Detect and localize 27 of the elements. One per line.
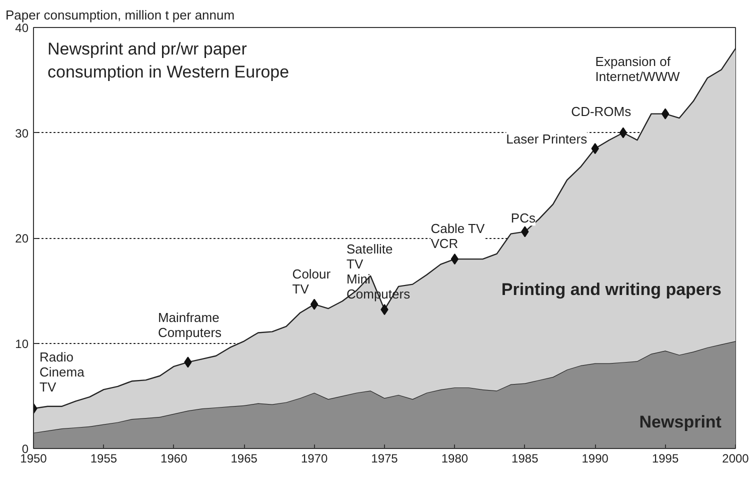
- x-tick-label: 1970: [300, 452, 328, 466]
- x-tick-label: 1995: [652, 452, 679, 466]
- x-tick-label: 1955: [90, 452, 118, 466]
- x-tick-label: 1960: [160, 452, 188, 466]
- annotation: Mainframe Computers: [158, 310, 222, 340]
- x-tick-label: 1950: [20, 452, 48, 466]
- y-axis-title: Paper consumption, million t per annum: [6, 8, 235, 22]
- series-label: Printing and writing papers: [501, 280, 722, 300]
- series-label: Newsprint: [639, 412, 722, 432]
- x-tick-label: 1990: [582, 452, 609, 466]
- x-tick-label: 1965: [230, 452, 258, 466]
- text: Newsprint and pr/wr paper consumption in Western Europe: [48, 40, 290, 82]
- annotation: Colour TV: [292, 266, 332, 296]
- y-tick-label: 40: [15, 21, 29, 35]
- y-tick-label: 20: [15, 232, 29, 246]
- y-tick-label: 10: [15, 336, 29, 351]
- annotation: Radio Cinema TV: [40, 350, 86, 395]
- annotation: Laser Printers: [506, 132, 588, 147]
- annotation: PCs: [510, 210, 536, 226]
- x-tick-label: 2000: [722, 452, 750, 466]
- x-tick-label: 1980: [441, 452, 468, 466]
- x-tick-label: 1975: [371, 452, 398, 466]
- y-tick-label: 30: [15, 126, 29, 140]
- annotation: CD-ROMs: [571, 104, 632, 119]
- annotation: Cable TV VCR: [430, 221, 485, 252]
- annotation: Expansion of Internet/WWW: [595, 54, 681, 84]
- x-tick-label: 1985: [512, 452, 539, 466]
